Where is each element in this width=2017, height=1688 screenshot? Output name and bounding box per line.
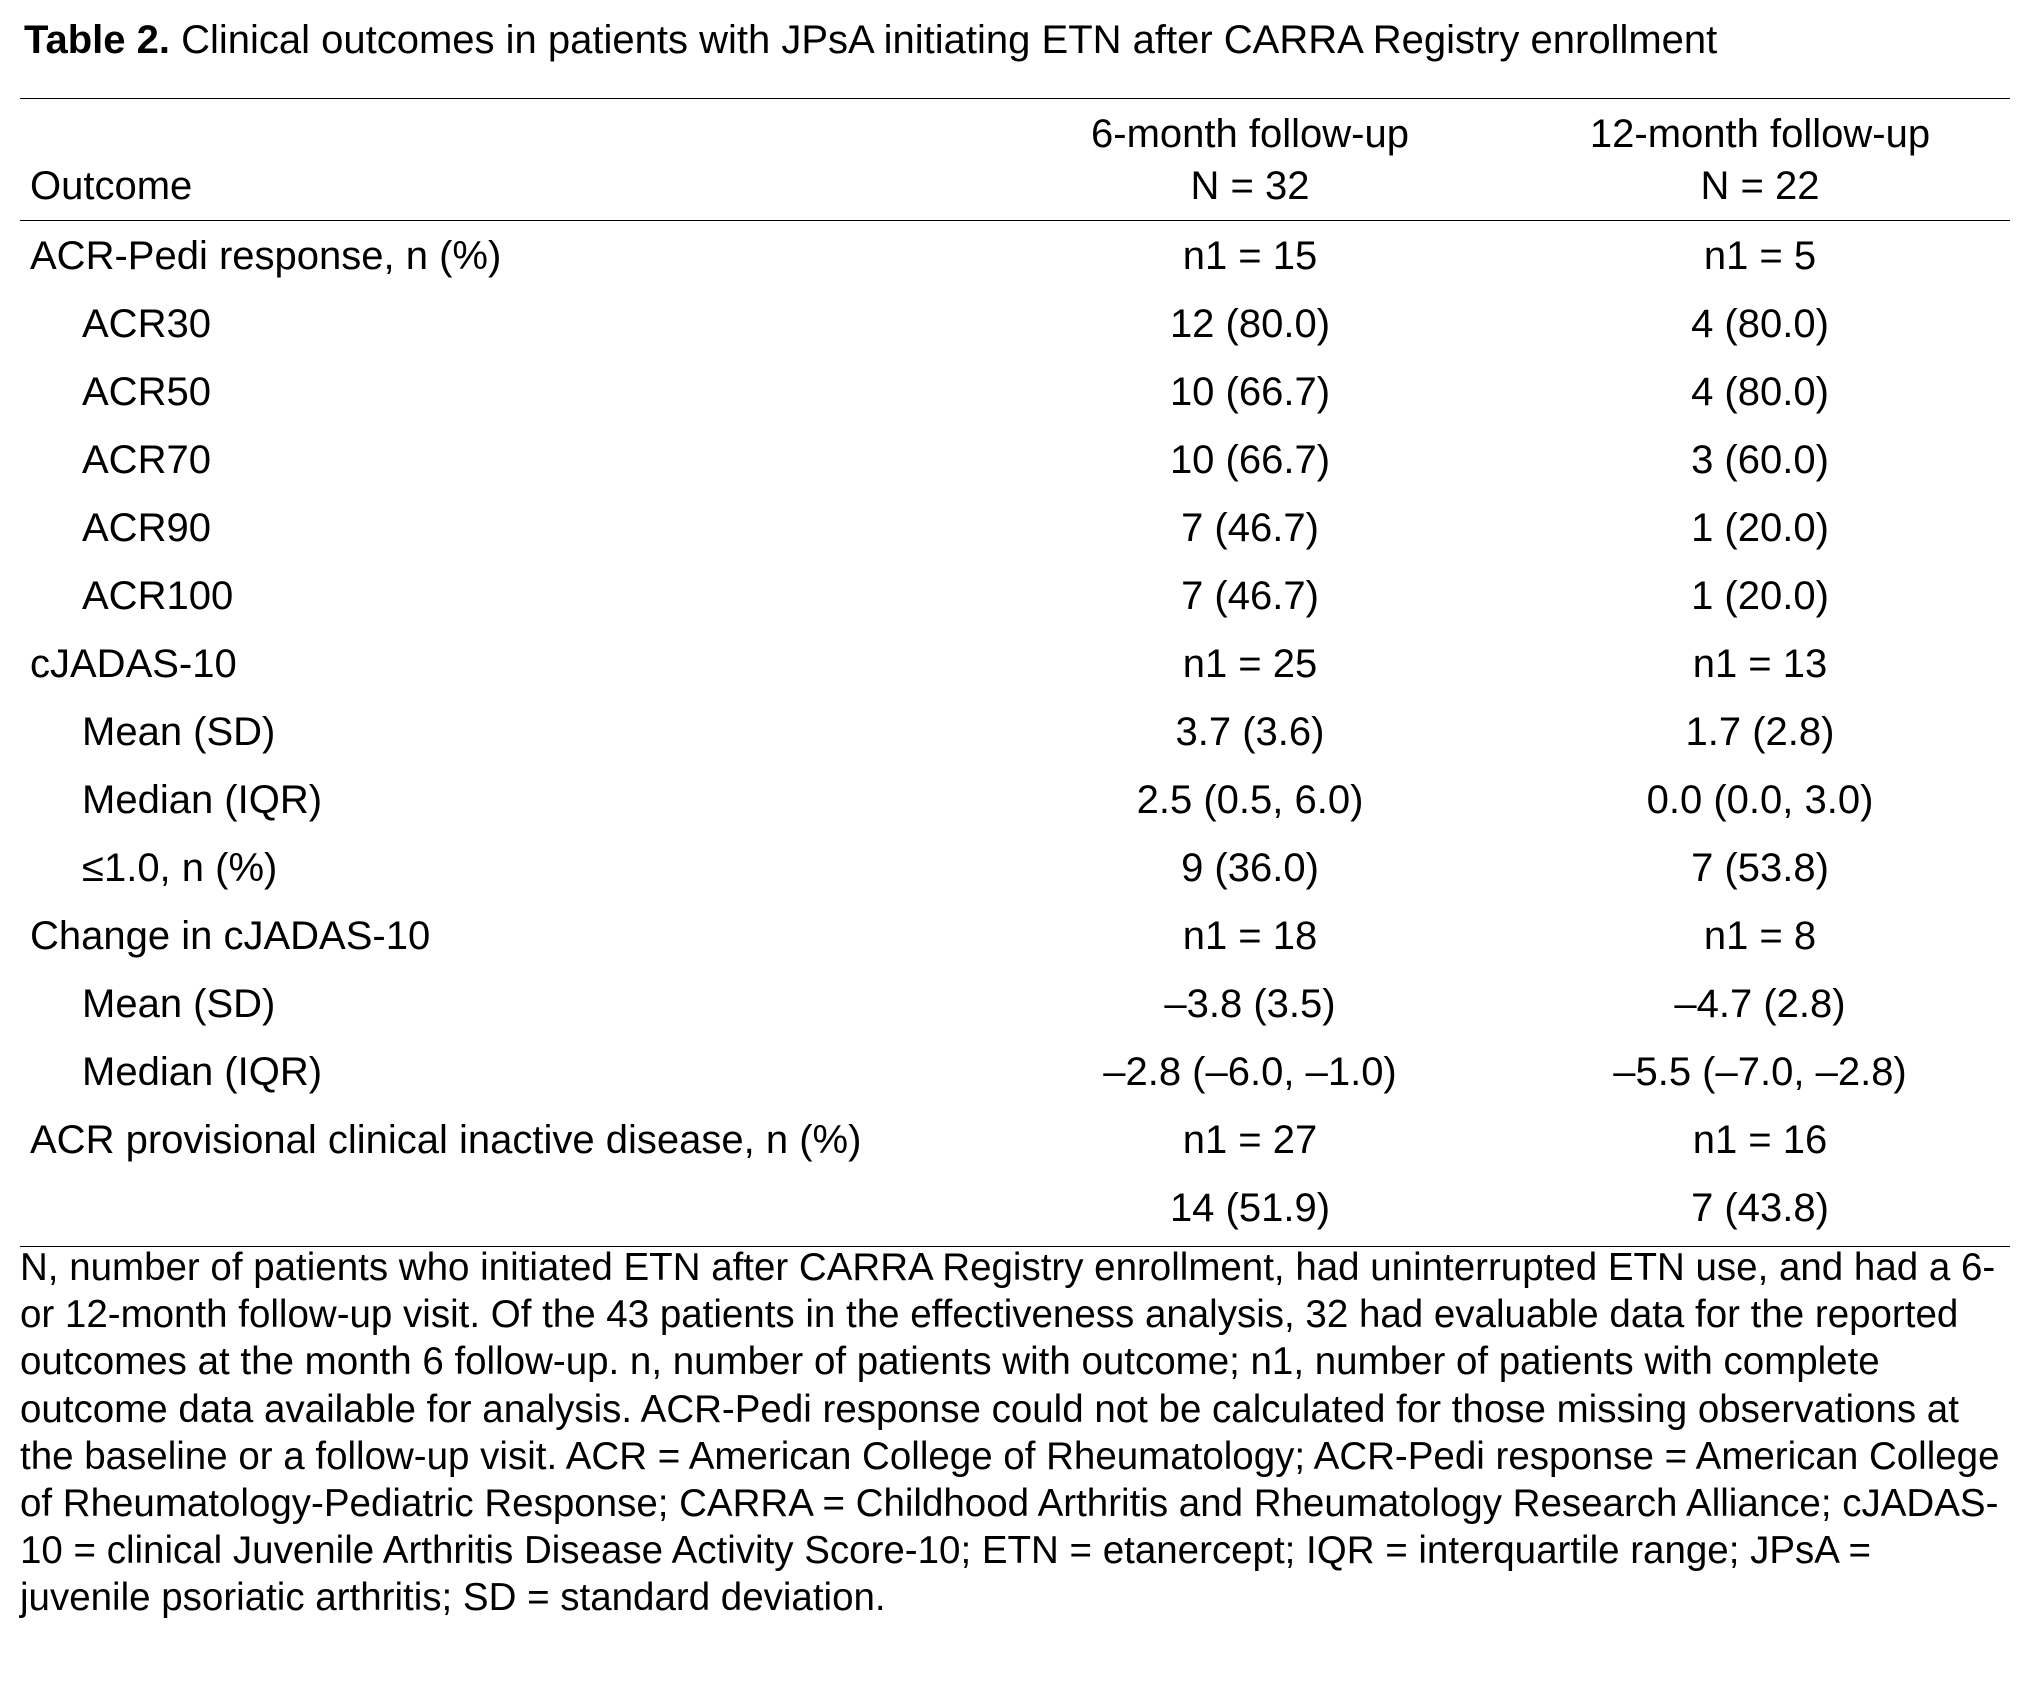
row-value-12-month: n1 = 5 — [1703, 234, 1817, 278]
table-row: Change in cJADAS-10 n1 = 18 n1 = 8 — [20, 902, 2010, 970]
table-row: ACR-Pedi response, n (%) n1 = 15 n1 = 5 — [20, 222, 2010, 290]
table-row: Median (IQR) –2.8 (–6.0, –1.0) –5.5 (–7.0,… — [20, 1038, 2010, 1106]
row-label: ACR100 — [82, 574, 234, 618]
row-value-6-month: 10 (66.7) — [1169, 370, 1331, 414]
row-value-6-month: 10 (66.7) — [1169, 438, 1331, 482]
row-value-6-month: 7 (46.7) — [1181, 574, 1319, 618]
row-label: ACR provisional clinical inactive diseas… — [30, 1118, 862, 1162]
row-value-6-month: 7 (46.7) — [1181, 506, 1319, 550]
row-label: ACR-Pedi response, n (%) — [30, 234, 502, 278]
row-value-12-month: n1 = 16 — [1692, 1118, 1828, 1162]
row-value-6-month: 12 (80.0) — [1169, 302, 1331, 346]
table-body: ACR-Pedi response, n (%) n1 = 15 n1 = 5 ACR… — [20, 222, 2010, 1242]
bottom-rule — [20, 1246, 2010, 1247]
row-value-12-month: 1 (20.0) — [1691, 574, 1829, 618]
table-row: ACR100 7 (46.7) 1 (20.0) — [20, 562, 2010, 630]
table-row: ACR30 12 (80.0) 4 (80.0) — [20, 290, 2010, 358]
row-label: Median (IQR) — [82, 778, 323, 822]
table-row: cJADAS-10 n1 = 25 n1 = 13 — [20, 630, 2010, 698]
table-footnote: N, number of patients who initiated ETN … — [20, 1246, 2000, 1620]
row-label: Mean (SD) — [82, 982, 276, 1026]
row-value-12-month: 7 (43.8) — [1691, 1186, 1829, 1230]
table-caption-label: Table 2. — [24, 18, 170, 62]
table-row: ACR provisional clinical inactive diseas… — [20, 1106, 2010, 1174]
row-value-12-month: 3 (60.0) — [1691, 438, 1829, 482]
table-row: ACR70 10 (66.7) 3 (60.0) — [20, 426, 2010, 494]
table-caption-text: Clinical outcomes in patients with JPsA … — [169, 18, 1718, 62]
header-rule — [20, 220, 2010, 221]
row-label: Change in cJADAS-10 — [30, 914, 431, 958]
table-caption: Table 2. Clinical outcomes in patients w… — [24, 16, 1717, 64]
row-value-12-month: –4.7 (2.8) — [1674, 982, 1846, 1026]
table-row: Mean (SD) 3.7 (3.6) 1.7 (2.8) — [20, 698, 2010, 766]
row-value-12-month: 7 (53.8) — [1691, 846, 1829, 890]
row-label: ACR30 — [82, 302, 211, 346]
row-value-12-month: 4 (80.0) — [1691, 370, 1829, 414]
row-value-12-month: –5.5 (–7.0, –2.8) — [1613, 1050, 1907, 1094]
row-value-12-month: 1 (20.0) — [1691, 506, 1829, 550]
row-label: ≤1.0, n (%) — [82, 846, 278, 890]
row-value-6-month: 9 (36.0) — [1181, 846, 1319, 890]
row-value-6-month: n1 = 18 — [1182, 914, 1318, 958]
header-outcome: Outcome — [30, 164, 193, 208]
row-label: Median (IQR) — [82, 1050, 323, 1094]
table-row: ACR90 7 (46.7) 1 (20.0) — [20, 494, 2010, 562]
row-value-6-month: 2.5 (0.5, 6.0) — [1136, 778, 1364, 822]
header-12-month-title: 12-month follow-up — [1589, 112, 1931, 156]
row-value-6-month: –3.8 (3.5) — [1164, 982, 1336, 1026]
row-value-12-month: n1 = 8 — [1703, 914, 1817, 958]
row-value-6-month: 3.7 (3.6) — [1175, 710, 1325, 754]
row-label: ACR50 — [82, 370, 211, 414]
row-value-12-month: 4 (80.0) — [1691, 302, 1829, 346]
header-6-month-title: 6-month follow-up — [1091, 112, 1409, 156]
row-label: ACR90 — [82, 506, 211, 550]
table-row: Median (IQR) 2.5 (0.5, 6.0) 0.0 (0.0, 3.0) — [20, 766, 2010, 834]
header-6-month-n: N = 32 — [1190, 164, 1310, 208]
row-value-12-month: 1.7 (2.8) — [1685, 710, 1835, 754]
table-row: Mean (SD) –3.8 (3.5) –4.7 (2.8) — [20, 970, 2010, 1038]
row-value-6-month: n1 = 27 — [1182, 1118, 1318, 1162]
row-value-6-month: n1 = 15 — [1182, 234, 1318, 278]
table-row: 14 (51.9) 7 (43.8) — [20, 1174, 2010, 1242]
header-12-month-n: N = 22 — [1700, 164, 1820, 208]
row-label: Mean (SD) — [82, 710, 276, 754]
row-value-6-month: –2.8 (–6.0, –1.0) — [1103, 1050, 1397, 1094]
row-label: cJADAS-10 — [30, 642, 237, 686]
row-value-6-month: 14 (51.9) — [1169, 1186, 1331, 1230]
table-row: ≤1.0, n (%) 9 (36.0) 7 (53.8) — [20, 834, 2010, 902]
row-value-12-month: 0.0 (0.0, 3.0) — [1646, 778, 1874, 822]
row-value-12-month: n1 = 13 — [1692, 642, 1828, 686]
table-row: ACR50 10 (66.7) 4 (80.0) — [20, 358, 2010, 426]
row-label: ACR70 — [82, 438, 211, 482]
row-value-6-month: n1 = 25 — [1182, 642, 1318, 686]
top-rule — [20, 98, 2010, 99]
